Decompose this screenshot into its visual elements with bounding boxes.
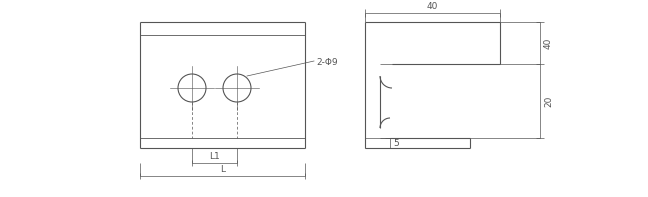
Text: L1: L1	[209, 152, 220, 161]
Text: 40: 40	[544, 37, 553, 49]
Text: 2-Φ9: 2-Φ9	[316, 58, 338, 67]
Text: 20: 20	[544, 95, 553, 107]
Text: L: L	[220, 165, 225, 174]
Text: 5: 5	[393, 138, 399, 148]
Text: 40: 40	[427, 2, 438, 11]
